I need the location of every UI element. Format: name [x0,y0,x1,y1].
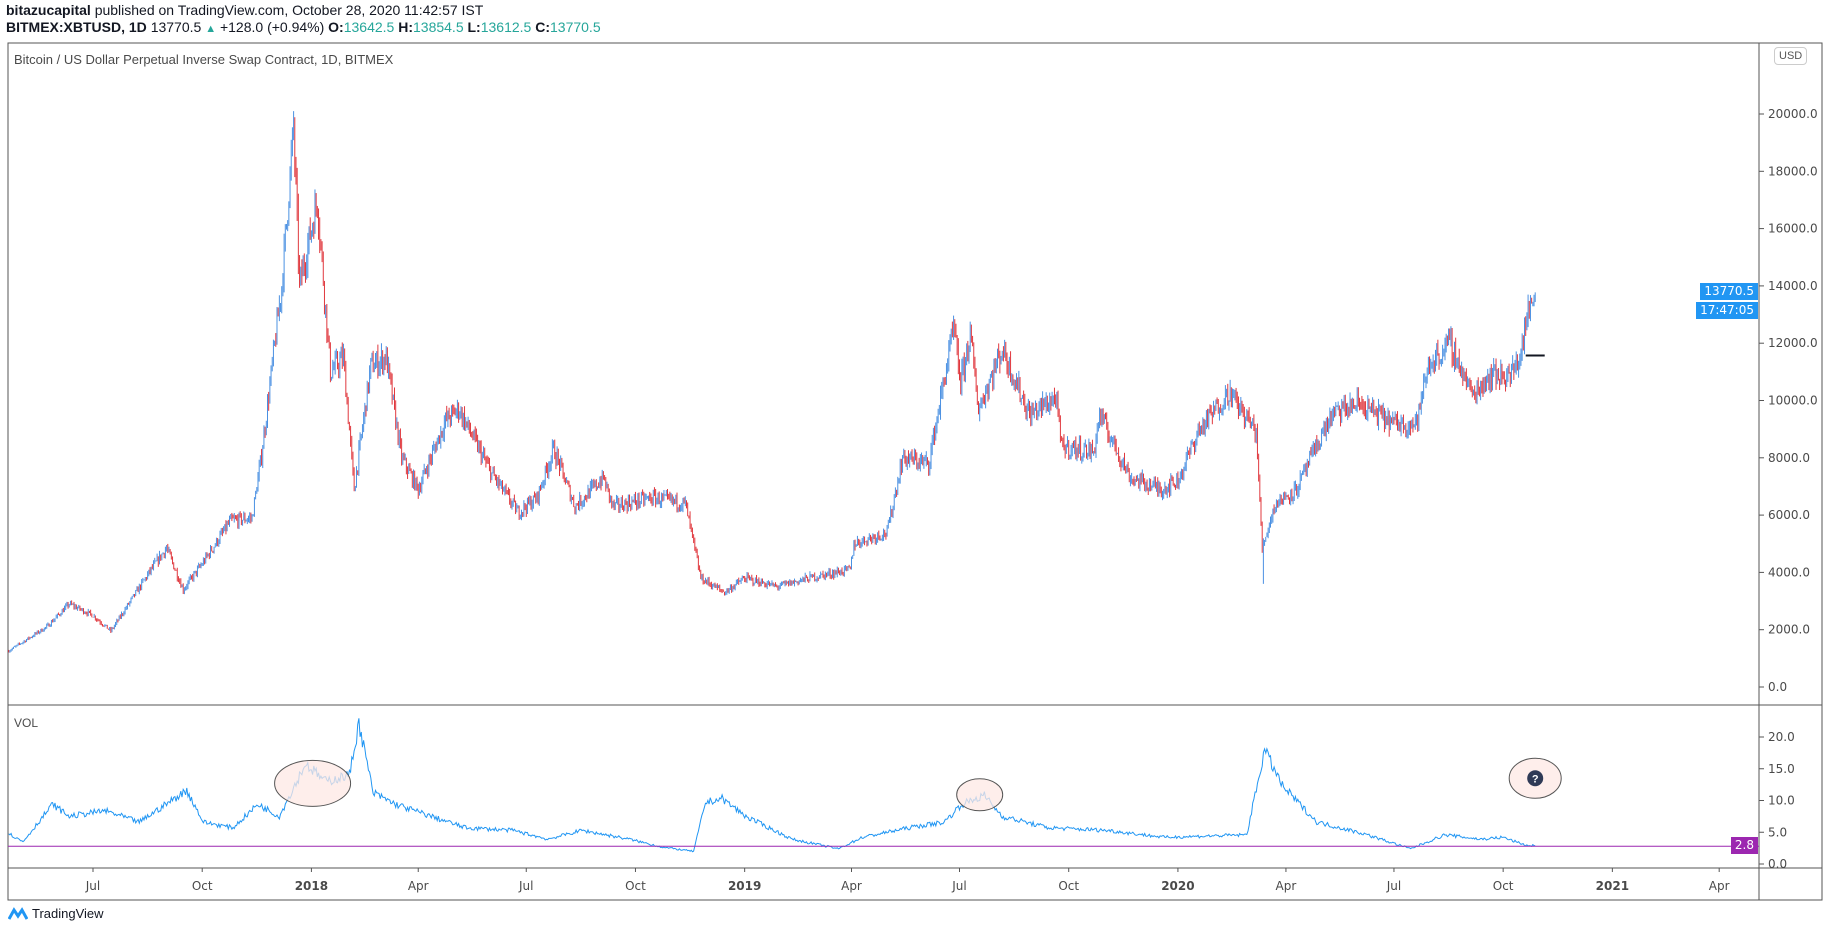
high-label: H: [398,19,413,35]
time-tick-label: Apr [408,879,429,893]
published-text: published on TradingView.com, October 28… [94,2,484,18]
tradingview-logo-icon [8,906,28,920]
close-value: 13770.5 [550,19,601,35]
price-tick-label: 0.0 [1768,680,1787,694]
time-tick-label: Oct [1058,879,1079,893]
logo-text: TradingView [32,906,104,921]
vol-tick-label: 20.0 [1768,730,1795,744]
price-tick-label: 16000.0 [1768,222,1818,236]
price-tick-label: 18000.0 [1768,164,1818,178]
price-tick-label: 14000.0 [1768,279,1818,293]
time-tick-label: Jul [951,879,966,893]
close-label: C: [535,19,550,35]
price-tick-label: 20000.0 [1768,107,1818,121]
price-tick-label: 8000.0 [1768,451,1810,465]
low-label: L: [467,19,481,35]
volume-pane-label: VOL [14,716,39,730]
chart-frame [7,42,1823,901]
last-price-tag: 13770.5 [1700,283,1758,300]
time-tick-label: Apr [841,879,862,893]
currency-button[interactable]: USD [1774,47,1808,65]
open-label: O: [328,19,344,35]
open-value: 13642.5 [343,19,395,35]
time-tick-label: Oct [1493,879,1514,893]
time-tick-label: Jul [85,879,100,893]
vol-tick-label: 15.0 [1768,762,1795,776]
time-tick-label: 2018 [295,879,328,893]
price-tick-label: 6000.0 [1768,508,1810,522]
time-tick-label: Jul [1386,879,1401,893]
level-tag: 2.8 [1730,837,1758,854]
high-value: 13854.5 [413,19,464,35]
up-arrow-icon: ▲ [205,23,217,35]
time-tick-label: Oct [625,879,646,893]
time-tick-label: Apr [1276,879,1297,893]
annotation-ellipse [956,778,1004,812]
vol-series-line [8,718,1536,853]
symbol: BITMEX:XBTUSD, 1D [6,19,147,35]
publish-info: bitazucapital published on TradingView.c… [6,2,483,18]
price-change: +128.0 (+0.94%) [219,19,325,35]
vol-tick-label: 5.0 [1768,825,1787,839]
annotation-ellipse [274,759,352,807]
vol-tick-label: 0.0 [1768,857,1787,871]
countdown-tag: 17:47:05 [1696,302,1758,319]
question-icon [1527,770,1544,787]
time-tick-label: 2019 [728,879,761,893]
time-tick-label: Oct [192,879,213,893]
time-tick-label: Jul [518,879,533,893]
chart-title: Bitcoin / US Dollar Perpetual Inverse Sw… [14,52,394,67]
time-tick-label: 2020 [1161,879,1194,893]
price-tick-label: 4000.0 [1768,565,1810,579]
tradingview-logo[interactable]: TradingView [8,906,104,921]
vol-tick-label: 10.0 [1768,794,1795,808]
time-tick-label: 2021 [1596,879,1629,893]
question-mark-glyph: ? [1532,773,1539,785]
time-tick-label: Apr [1709,879,1730,893]
price-tick-label: 12000.0 [1768,336,1818,350]
price-tick-label: 2000.0 [1768,623,1810,637]
symbol-info: BITMEX:XBTUSD, 1D 13770.5 ▲ +128.0 (+0.9… [6,19,601,35]
price-tick-label: 10000.0 [1768,394,1818,408]
last-price: 13770.5 [150,19,202,35]
publisher[interactable]: bitazucapital [6,2,91,18]
low-value: 13612.5 [480,19,532,35]
